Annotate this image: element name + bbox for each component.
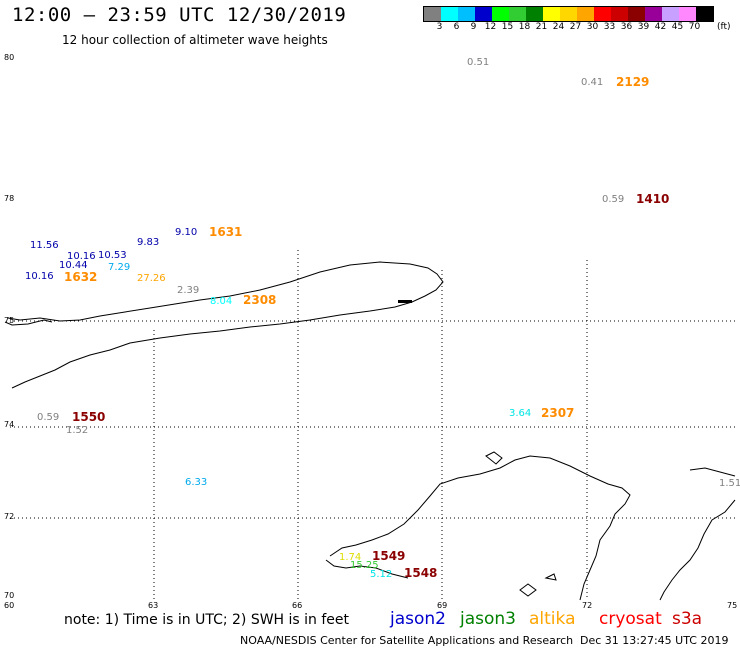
wave-reading: 15.25	[350, 560, 379, 571]
west-shore	[4, 319, 53, 326]
legend-swatch	[509, 7, 526, 21]
pass-time: 1550	[72, 410, 105, 424]
wave-reading: 1.52	[66, 425, 88, 436]
pass-time: 2129	[616, 75, 649, 89]
legend-swatch	[662, 7, 679, 21]
lat-label: 78	[4, 194, 14, 203]
pass-time: 2307	[541, 406, 574, 420]
credit-line: NOAA/NESDIS Center for Satellite Applica…	[240, 634, 574, 647]
wave-reading: 27.26	[137, 273, 166, 284]
lon-label: 69	[437, 601, 447, 610]
wave-reading: 1.51	[719, 478, 740, 489]
lat-label: 80	[4, 53, 14, 62]
legend-swatch	[594, 7, 611, 21]
wave-reading: 0.51	[467, 57, 489, 68]
lon-label: 72	[582, 601, 592, 610]
legend-label: 18	[518, 22, 531, 32]
footer-note: note: 1) Time is in UTC; 2) SWH is in fe…	[64, 612, 350, 628]
pass-time: 1549	[372, 549, 405, 563]
legend-label: 42	[654, 22, 667, 32]
satellite-jason3: jason3	[460, 609, 516, 629]
southwest-spit	[325, 559, 409, 579]
legend-swatch	[577, 7, 594, 21]
legend-label: 24	[552, 22, 565, 32]
wave-reading: 9.10	[175, 227, 197, 238]
legend-label: 6	[453, 22, 460, 32]
lon-label: 60	[4, 601, 14, 610]
legend-swatch	[611, 7, 628, 21]
legend-swatch	[526, 7, 543, 21]
island-inlet	[398, 300, 412, 303]
legend-swatch	[441, 7, 458, 21]
wave-reading: 7.29	[108, 262, 130, 273]
lat-label: 75	[4, 316, 14, 325]
satellite-s3a: s3a	[672, 609, 703, 629]
legend-label: 70	[688, 22, 701, 32]
lon-label: 66	[292, 601, 302, 610]
legend-label: 45	[671, 22, 684, 32]
wave-reading: 0.59	[602, 194, 624, 205]
lon-label: 75	[727, 601, 737, 610]
wave-reading: 6.33	[185, 477, 207, 488]
graticule	[10, 250, 735, 600]
legend-swatch	[458, 7, 475, 21]
legend-label: 33	[603, 22, 616, 32]
pass-time: 1632	[64, 270, 97, 284]
legend-swatch	[628, 7, 645, 21]
wave-reading: 11.56	[30, 240, 59, 251]
legend-label: 30	[586, 22, 599, 32]
wave-reading: 3.64	[509, 408, 531, 419]
mainland-coastline	[329, 455, 631, 601]
mainland-east-coastline	[659, 467, 736, 601]
pass-time: 1548	[404, 566, 437, 580]
legend-label: 36	[620, 22, 633, 32]
legend-swatch	[696, 7, 713, 21]
legend-swatch	[560, 7, 577, 21]
wave-reading: 10.53	[98, 250, 127, 261]
legend-swatch	[645, 7, 662, 21]
bay-islands	[485, 451, 557, 597]
legend-label: 9	[470, 22, 477, 32]
generated-timestamp: Dec 31 13:27:45 UTC 2019	[580, 634, 729, 647]
lat-label: 74	[4, 420, 14, 429]
lon-label: 63	[148, 601, 158, 610]
map-title: 12:00 – 23:59 UTC 12/30/2019	[12, 4, 347, 26]
lat-label: 72	[4, 512, 14, 521]
wave-reading: 10.16	[67, 251, 96, 262]
legend-label: 21	[535, 22, 548, 32]
legend-label: 39	[637, 22, 650, 32]
wave-reading: 8.04	[210, 296, 232, 307]
island-coastline	[7, 261, 444, 389]
legend-label: 15	[501, 22, 514, 32]
legend-label: 12	[484, 22, 497, 32]
satellite-jason2: jason2	[390, 609, 446, 629]
wave-reading: 5.12	[370, 569, 392, 580]
wave-reading: 1.74	[339, 552, 361, 563]
pass-time: 2308	[243, 293, 276, 307]
legend-swatch	[475, 7, 492, 21]
lat-label: 70	[4, 591, 14, 600]
legend-label: 3	[436, 22, 443, 32]
map-subtitle: 12 hour collection of altimeter wave hei…	[62, 33, 328, 47]
legend-swatch	[424, 7, 441, 21]
color-legend	[423, 6, 714, 22]
wave-reading: 9.83	[137, 237, 159, 248]
wave-reading: 10.16	[25, 271, 54, 282]
legend-unit: (ft)	[717, 22, 731, 32]
legend-swatch	[543, 7, 560, 21]
pass-time: 1410	[636, 192, 669, 206]
legend-swatch	[679, 7, 696, 21]
wave-reading: 0.59	[37, 412, 59, 423]
legend-swatch	[492, 7, 509, 21]
satellite-cryosat: cryosat	[599, 609, 662, 629]
satellite-altika: altika	[529, 609, 576, 629]
wave-reading: 0.41	[581, 77, 603, 88]
legend-labels: 3 6 9 12 15 18 21 24 27 30 33 36 39 42 45 70	[423, 22, 703, 32]
pass-time: 1631	[209, 225, 242, 239]
wave-reading: 2.39	[177, 285, 199, 296]
wave-reading: 10.44	[59, 260, 88, 271]
legend-label: 27	[569, 22, 582, 32]
